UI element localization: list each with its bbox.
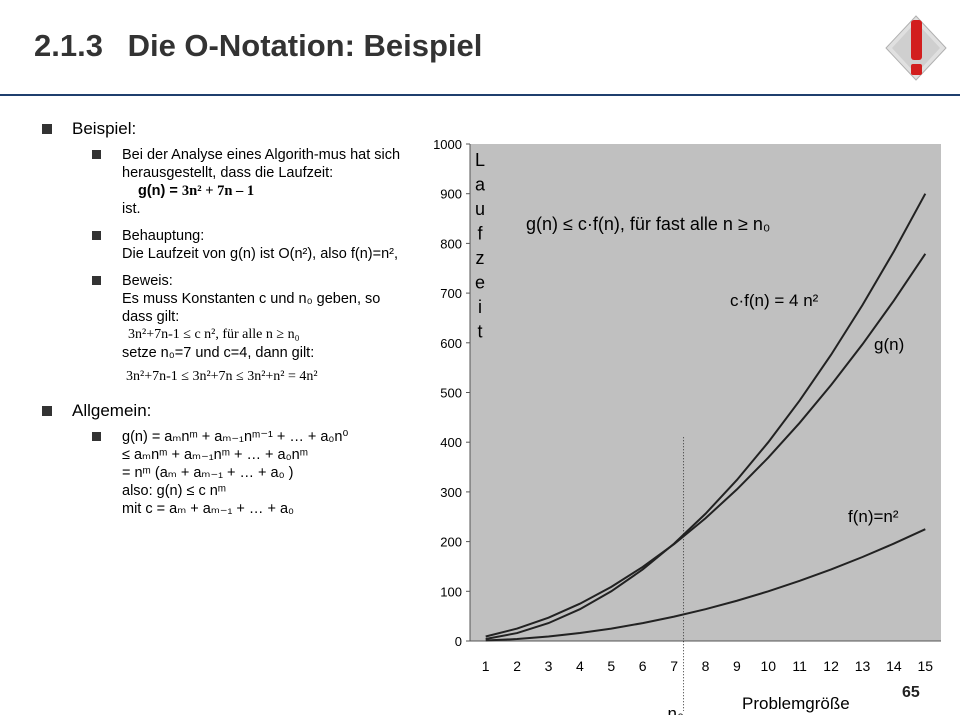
x-tick-label: 5 — [607, 658, 615, 674]
slide-content: Beispiel: Bei der Analyse eines Algorith… — [42, 118, 412, 518]
analysis-text: Bei der Analyse eines Algorith-mus hat s… — [122, 147, 401, 181]
x-tick-label: 3 — [545, 658, 553, 674]
sub-bullet-analyse: Bei der Analyse eines Algorith-mus hat s… — [92, 146, 412, 218]
x-tick-label: 15 — [918, 658, 934, 674]
x-tick-label: 13 — [855, 658, 871, 674]
analysis-end: ist. — [122, 201, 141, 217]
x-tick-label: 2 — [513, 658, 521, 674]
series-line — [485, 193, 927, 640]
title-divider — [0, 94, 960, 96]
series-label: g(n) — [874, 335, 904, 354]
x-tick-label: 6 — [639, 658, 647, 674]
claim-label: Behauptung: — [122, 228, 205, 244]
y-axis-title-letter: a — [475, 175, 486, 195]
y-axis-title-letter: i — [478, 297, 482, 317]
series-line — [485, 528, 926, 642]
n0-label: n₀ — [668, 704, 685, 715]
plot-area — [470, 144, 941, 641]
complexity-chart: 0 100 200 300 400 500 600 700 800 900 1000 1 2 3 4 5 6 7 8… — [414, 130, 954, 720]
exclamation-icon — [885, 15, 947, 81]
chart-annotation: g(n) ≤ c·f(n), für fast alle n ≥ n₀ — [526, 214, 770, 234]
y-axis-title-letter: e — [475, 273, 485, 293]
sub-bullet-general: g(n) = aₘnᵐ + aₘ₋₁nᵐ⁻¹ + … + a₀n⁰ ≤ aₘnᵐ… — [92, 428, 412, 518]
x-tick-label: 4 — [576, 658, 584, 674]
general-line: mit c = aₘ + aₘ₋₁ + … + a₀ — [122, 501, 295, 517]
y-tick-label: 600 — [440, 336, 462, 351]
bullet-label: Beispiel: — [72, 119, 137, 138]
x-tick-label: 8 — [702, 658, 710, 674]
y-axis-title-letter: z — [476, 248, 485, 268]
bullet-label: Allgemein: — [72, 401, 152, 420]
x-axis-title: Problemgröße — [742, 694, 850, 713]
formula-value: 3n² + 7n – 1 — [181, 183, 255, 199]
y-tick-label: 100 — [440, 584, 462, 599]
general-line: = nᵐ (aₘ + aₘ₋₁ + … + a₀ ) — [122, 465, 294, 481]
sub-bullet-beweis: Beweis: Es muss Konstanten c und n₀ gebe… — [92, 272, 412, 386]
y-axis-title-letter: u — [475, 199, 485, 219]
proof-label: Beweis: — [122, 273, 173, 289]
x-tick-label: 12 — [823, 658, 839, 674]
y-tick-label: 500 — [440, 386, 462, 401]
bullet-allgemein: Allgemein: — [42, 400, 412, 422]
x-tick-label: 14 — [886, 658, 902, 674]
y-tick-label: 0 — [455, 634, 462, 649]
title-text: Die O-Notation: Beispiel — [127, 28, 483, 63]
y-tick-label: 800 — [440, 236, 462, 251]
sub-bullet-behauptung: Behauptung: Die Laufzeit von g(n) ist O(… — [92, 227, 412, 263]
y-axis-title-letter: f — [477, 224, 483, 244]
section-number: 2.1.3 — [34, 28, 103, 63]
y-axis-title-letter: t — [477, 322, 482, 342]
y-tick-label: 1000 — [433, 137, 462, 152]
x-tick-label: 7 — [670, 658, 678, 674]
series-label: c·f(n) = 4 n² — [730, 291, 819, 310]
y-tick-label: 400 — [440, 435, 462, 450]
formula-label: g(n) = — [138, 183, 178, 199]
slide-title: 2.1.3 Die O-Notation: Beispiel — [34, 28, 482, 64]
proof-text-2: setze n₀=7 und c=4, dann gilt: — [122, 345, 315, 361]
x-tick-label: 10 — [761, 658, 777, 674]
x-tick-label: 1 — [482, 658, 490, 674]
page-number: 65 — [902, 684, 920, 701]
y-tick-label: 200 — [440, 535, 462, 550]
x-tick-label: 11 — [792, 658, 807, 674]
general-line: g(n) = aₘnᵐ + aₘ₋₁nᵐ⁻¹ + … + a₀n⁰ — [122, 429, 349, 445]
formula-g: g(n) = 3n² + 7n – 1 — [138, 182, 412, 200]
general-line: also: g(n) ≤ c nᵐ — [122, 483, 227, 499]
y-tick-label: 700 — [440, 286, 462, 301]
x-tick-label: 9 — [733, 658, 741, 674]
proof-text: Es muss Konstanten c und n₀ geben, so da… — [122, 291, 381, 325]
y-tick-label: 900 — [440, 187, 462, 202]
general-line: ≤ aₘnᵐ + aₘ₋₁nᵐ + … + a₀nᵐ — [122, 447, 308, 463]
series-label: f(n)=n² — [848, 507, 899, 526]
proof-formula-2: 3n²+7n-1 ≤ 3n²+7n ≤ 3n²+n² = 4n² — [126, 369, 318, 384]
proof-formula-1: 3n²+7n-1 ≤ c n², für alle n ≥ n₀ — [128, 327, 300, 342]
bullet-beispiel: Beispiel: — [42, 118, 412, 140]
y-tick-label: 300 — [440, 485, 462, 500]
y-axis-title-letter: L — [475, 150, 485, 170]
series-line — [485, 253, 927, 638]
claim-text: Die Laufzeit von g(n) ist O(n²), also f(… — [122, 246, 399, 262]
